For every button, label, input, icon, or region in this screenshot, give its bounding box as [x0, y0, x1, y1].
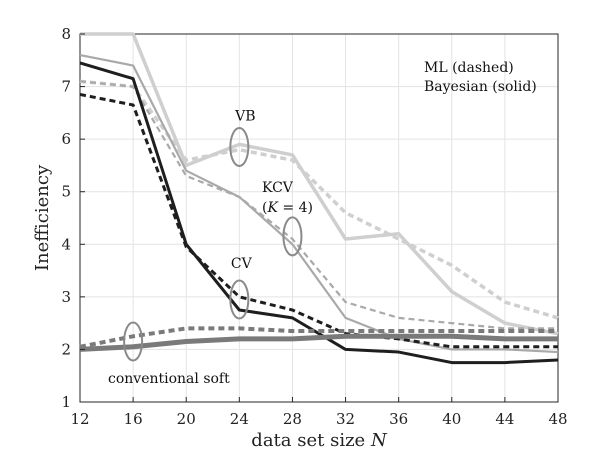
annotation-kcv-open: ( — [262, 200, 267, 216]
y-tick-label: 5 — [61, 183, 71, 201]
y-tick-label: 7 — [61, 78, 71, 96]
y-tick-label: 1 — [61, 393, 71, 411]
conventional-soft-ellipse — [123, 321, 144, 362]
plot-frame — [79, 33, 559, 403]
series-conventional-soft-bayesian — [79, 333, 558, 352]
kcv-ellipse — [282, 216, 303, 257]
x-tick-label: 32 — [336, 410, 355, 428]
y-tick-label: 4 — [61, 235, 71, 253]
x-axis-title-prefix: data set size — [251, 430, 371, 451]
series-vb-bayesian — [80, 32, 559, 336]
annotation-vb: VB — [234, 109, 255, 125]
x-tick-label: 48 — [548, 410, 567, 428]
x-tick-label: 44 — [495, 410, 514, 428]
x-tick-label: 36 — [389, 410, 408, 428]
annotation-kcv-k: (K = 4) — [262, 200, 313, 216]
y-tick-label: 3 — [61, 288, 71, 306]
y-tick-label: 8 — [61, 25, 71, 43]
x-tick-label: 16 — [124, 410, 143, 428]
x-tick-label: 20 — [177, 410, 196, 428]
series-layer — [79, 32, 559, 365]
legend-bayesian-solid: Bayesian (solid) — [424, 79, 537, 95]
series-conventional-soft-ml — [79, 326, 558, 349]
y-axis-title: Inefficiency — [32, 164, 53, 271]
series-cv-ml — [79, 92, 558, 349]
series-cv-bayesian — [79, 61, 559, 365]
annotation-kcv: KCV — [262, 180, 294, 196]
legend-ml-dashed: ML (dashed) — [424, 60, 514, 76]
vb-ellipse — [229, 127, 250, 168]
x-tick-label: 24 — [230, 410, 249, 428]
x-axis-title-variable: N — [370, 430, 388, 451]
x-tick-label: 28 — [283, 410, 302, 428]
annotation-conventional-soft: conventional soft — [108, 371, 230, 387]
series-kcv-bayesian — [79, 53, 559, 354]
annotation-kcv-k-var: K — [266, 200, 279, 216]
ellipse-layer — [123, 127, 303, 362]
series-kcv-ml — [79, 80, 558, 330]
annotation-cv: CV — [231, 256, 253, 272]
x-axis-title: data set size N — [251, 430, 388, 451]
x-tick-label: 12 — [70, 410, 89, 428]
x-tick-label: 40 — [442, 410, 461, 428]
cv-ellipse — [229, 279, 250, 320]
annotation-kcv-eq: = 4) — [278, 200, 313, 216]
y-tick-label: 6 — [61, 130, 71, 148]
y-tick-label: 2 — [61, 340, 71, 358]
